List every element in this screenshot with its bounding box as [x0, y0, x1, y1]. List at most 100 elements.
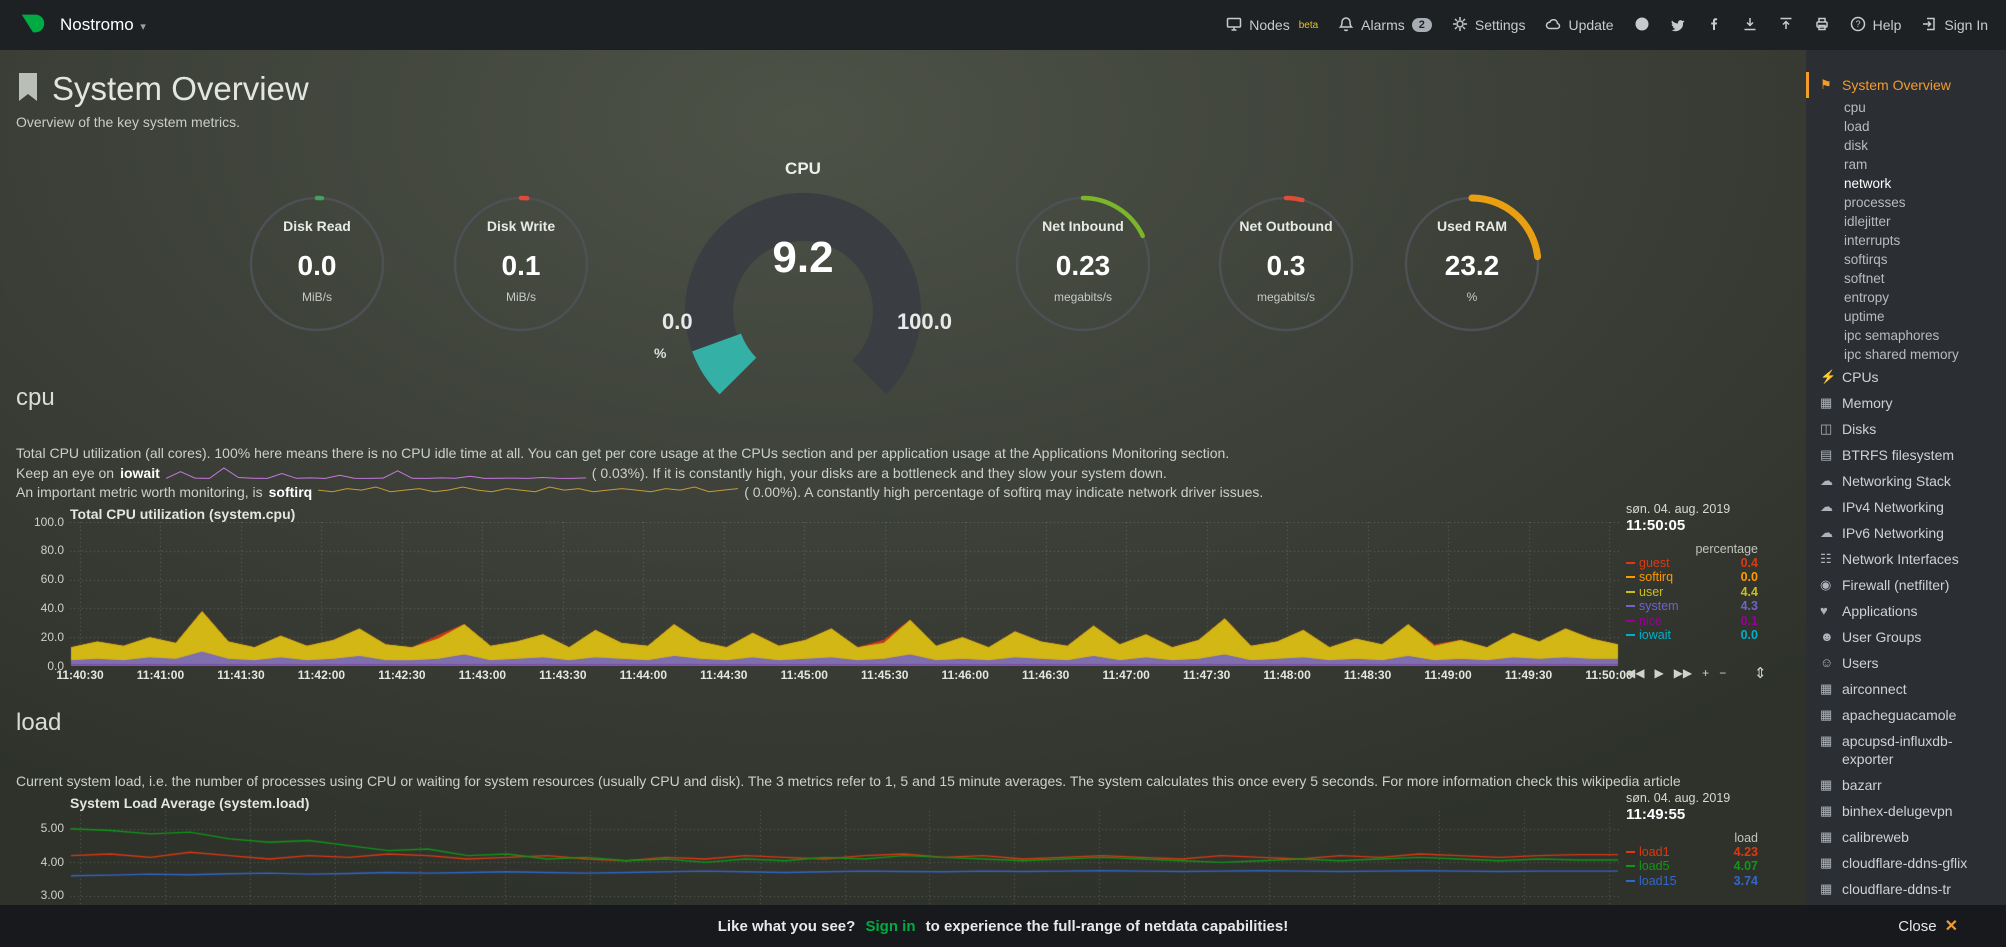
github-button[interactable]: [1634, 16, 1650, 35]
upload-icon: [1778, 16, 1794, 35]
legend-row-load1[interactable]: load1 4.23: [1626, 845, 1758, 860]
sidebar-item-label: System Overview: [1842, 77, 1951, 93]
sidebar-item-apcupsd-influxdb-exporter[interactable]: ▦ apcupsd-influxdb-exporter: [1820, 728, 2000, 772]
twitter-button[interactable]: [1670, 16, 1686, 35]
hostname-dropdown[interactable]: Nostromo ▾: [60, 15, 146, 35]
banner-close-label[interactable]: Close: [1898, 917, 1937, 935]
sidebar-item-entropy[interactable]: entropy: [1820, 288, 2000, 307]
facebook-icon: [1706, 16, 1722, 35]
disk-read-gauge[interactable]: Disk Read 0.0 MiB/s: [245, 192, 389, 336]
sidebar-item-user-groups[interactable]: ☻ User Groups: [1820, 624, 2000, 650]
facebook-button[interactable]: [1706, 16, 1722, 35]
sidebar-item-btrfs-filesystem[interactable]: ▤ BTRFS filesystem: [1820, 442, 2000, 468]
printer-icon: [1814, 16, 1830, 35]
settings-button[interactable]: Settings: [1452, 16, 1525, 35]
net-outbound-gauge[interactable]: Net Outbound 0.3 megabits/s: [1214, 192, 1358, 336]
cpu-chart-plot[interactable]: [70, 521, 1619, 666]
sidebar-item-label: User Groups: [1842, 629, 1922, 645]
sidebar-item-network[interactable]: network: [1820, 174, 2000, 193]
sidebar-item-label: airconnect: [1842, 681, 1907, 697]
alarm-count-badge: 2: [1411, 18, 1432, 32]
import-button[interactable]: [1742, 16, 1758, 35]
sidebar-item-interrupts[interactable]: interrupts: [1820, 231, 2000, 250]
nodes-button[interactable]: Nodes beta: [1226, 16, 1318, 35]
export-button[interactable]: [1778, 16, 1794, 35]
sidebar-item-memory[interactable]: ▦ Memory: [1820, 390, 2000, 416]
x-tick-label: 11:40:30: [56, 667, 104, 682]
sidebar-item-load[interactable]: load: [1820, 117, 2000, 136]
sidebar-item-cloudflare-ddns-gflix[interactable]: ▦ cloudflare-ddns-gflix: [1820, 850, 2000, 876]
help-button[interactable]: ? Help: [1850, 16, 1901, 35]
legend-series-value: 3.74: [1733, 873, 1758, 888]
legend-row-user[interactable]: user 4.4: [1626, 585, 1758, 600]
used-ram-gauge[interactable]: Used RAM 23.2 %: [1400, 192, 1544, 336]
sidebar-item-softnet[interactable]: softnet: [1820, 269, 2000, 288]
sidebar-item-ipc-shared-memory[interactable]: ipc shared memory: [1820, 345, 2000, 364]
legend-row-load5[interactable]: load5 4.07: [1626, 859, 1758, 874]
sidebar-item-ram[interactable]: ram: [1820, 155, 2000, 174]
hard-drive-icon: ◫: [1820, 421, 1833, 436]
signin-button[interactable]: Sign In: [1921, 16, 1988, 35]
legend-series-value: 4.07: [1733, 859, 1758, 873]
softirq-sparkline: [318, 486, 739, 493]
page-title: System Overview: [52, 70, 309, 107]
sign-in-icon: [1921, 16, 1937, 35]
cloud-icon: ☁: [1820, 499, 1833, 514]
disk-write-gauge[interactable]: Disk Write 0.1 MiB/s: [449, 192, 593, 336]
sidebar-item-apacheguacamole[interactable]: ▦ apacheguacamole: [1820, 702, 2000, 728]
legend-row-iowait[interactable]: iowait 0.0: [1626, 628, 1758, 643]
legend-series-swatch: [1626, 561, 1635, 564]
print-button[interactable]: [1814, 16, 1830, 35]
legend-row-nice[interactable]: nice 0.1: [1626, 614, 1758, 629]
update-button[interactable]: Update: [1545, 16, 1614, 35]
banner-signin-link[interactable]: Sign in: [865, 917, 916, 935]
legend-row-system[interactable]: system 4.3: [1626, 599, 1758, 614]
sidebar-item-softirqs[interactable]: softirqs: [1820, 250, 2000, 269]
close-icon[interactable]: ✕: [1944, 918, 1958, 935]
zoom-in-button[interactable]: +: [1702, 665, 1710, 680]
play-button[interactable]: ▶: [1654, 665, 1664, 680]
sidebar-item-calibreweb[interactable]: ▦ calibreweb: [1820, 824, 2000, 850]
sidebar-item-ipc-semaphores[interactable]: ipc semaphores: [1820, 326, 2000, 345]
pan-back-button[interactable]: ◀◀: [1626, 665, 1645, 680]
net-inbound-gauge[interactable]: Net Inbound 0.23 megabits/s: [1011, 192, 1155, 336]
sidebar-item-cpus[interactable]: ⚡ CPUs: [1820, 364, 2000, 390]
x-tick-label: 11:49:30: [1504, 667, 1553, 682]
sidebar-item-applications[interactable]: ♥ Applications: [1820, 598, 2000, 624]
sidebar-item-idlejitter[interactable]: idlejitter: [1820, 212, 2000, 231]
legend-row-load15[interactable]: load15 3.74: [1626, 874, 1758, 889]
netdata-logo-icon[interactable]: [18, 8, 48, 43]
sidebar-item-disk[interactable]: disk: [1820, 136, 2000, 155]
legend-row-guest[interactable]: guest 0.4: [1626, 556, 1758, 571]
y-tick-label: 5.00: [40, 821, 64, 836]
chart-resize-handle[interactable]: ⇕: [1754, 664, 1767, 682]
x-tick-label: 11:42:00: [297, 667, 346, 682]
gauge-min: 0.0: [662, 309, 693, 334]
sidebar-item-processes[interactable]: processes: [1820, 193, 2000, 212]
sidebar-item-users[interactable]: ☺ Users: [1820, 650, 2000, 676]
sidebar-item-network-interfaces[interactable]: ☷ Network Interfaces: [1820, 546, 2000, 572]
sidebar-item-system-overview[interactable]: ⚑ System Overview: [1806, 72, 2000, 98]
sidebar-item-cloudflare-ddns-tr[interactable]: ▦ cloudflare-ddns-tr: [1820, 876, 2000, 902]
sidebar-item-ipv4-networking[interactable]: ☁ IPv4 Networking: [1820, 494, 2000, 520]
alarms-button[interactable]: Alarms 2: [1338, 16, 1432, 35]
sidebar-item-cpu[interactable]: cpu: [1820, 98, 2000, 117]
legend-row-softirq[interactable]: softirq 0.0: [1626, 570, 1758, 585]
zoom-out-button[interactable]: −: [1719, 665, 1727, 680]
x-tick-label: 11:43:30: [539, 667, 587, 682]
sidebar-item-uptime[interactable]: uptime: [1820, 307, 2000, 326]
legend-series-swatch: [1626, 634, 1635, 637]
sidebar-item-binhex-delugevpn[interactable]: ▦ binhex-delugevpn: [1820, 798, 2000, 824]
sidebar-item-airconnect[interactable]: ▦ airconnect: [1820, 676, 2000, 702]
y-axis: 5.00 4.00 3.00: [16, 811, 64, 947]
x-tick-label: 11:47:00: [1102, 667, 1150, 682]
x-tick-label: 11:41:00: [136, 667, 185, 682]
sidebar-item-firewall-netfilter[interactable]: ◉ Firewall (netfilter): [1820, 572, 2000, 598]
sidebar-item-bazarr[interactable]: ▦ bazarr: [1820, 772, 2000, 798]
sidebar-item-ipv6-networking[interactable]: ☁ IPv6 Networking: [1820, 520, 2000, 546]
sidebar-item-disks[interactable]: ◫ Disks: [1820, 416, 2000, 442]
sidebar-item-label: cloudflare-ddns-tr: [1842, 881, 1951, 897]
pan-forward-button[interactable]: ▶▶: [1673, 665, 1693, 680]
sidebar-item-networking-stack[interactable]: ☁ Networking Stack: [1820, 468, 2000, 494]
cpu-gauge[interactable]: CPU 9.2 0.0 100.0 %: [646, 159, 960, 395]
